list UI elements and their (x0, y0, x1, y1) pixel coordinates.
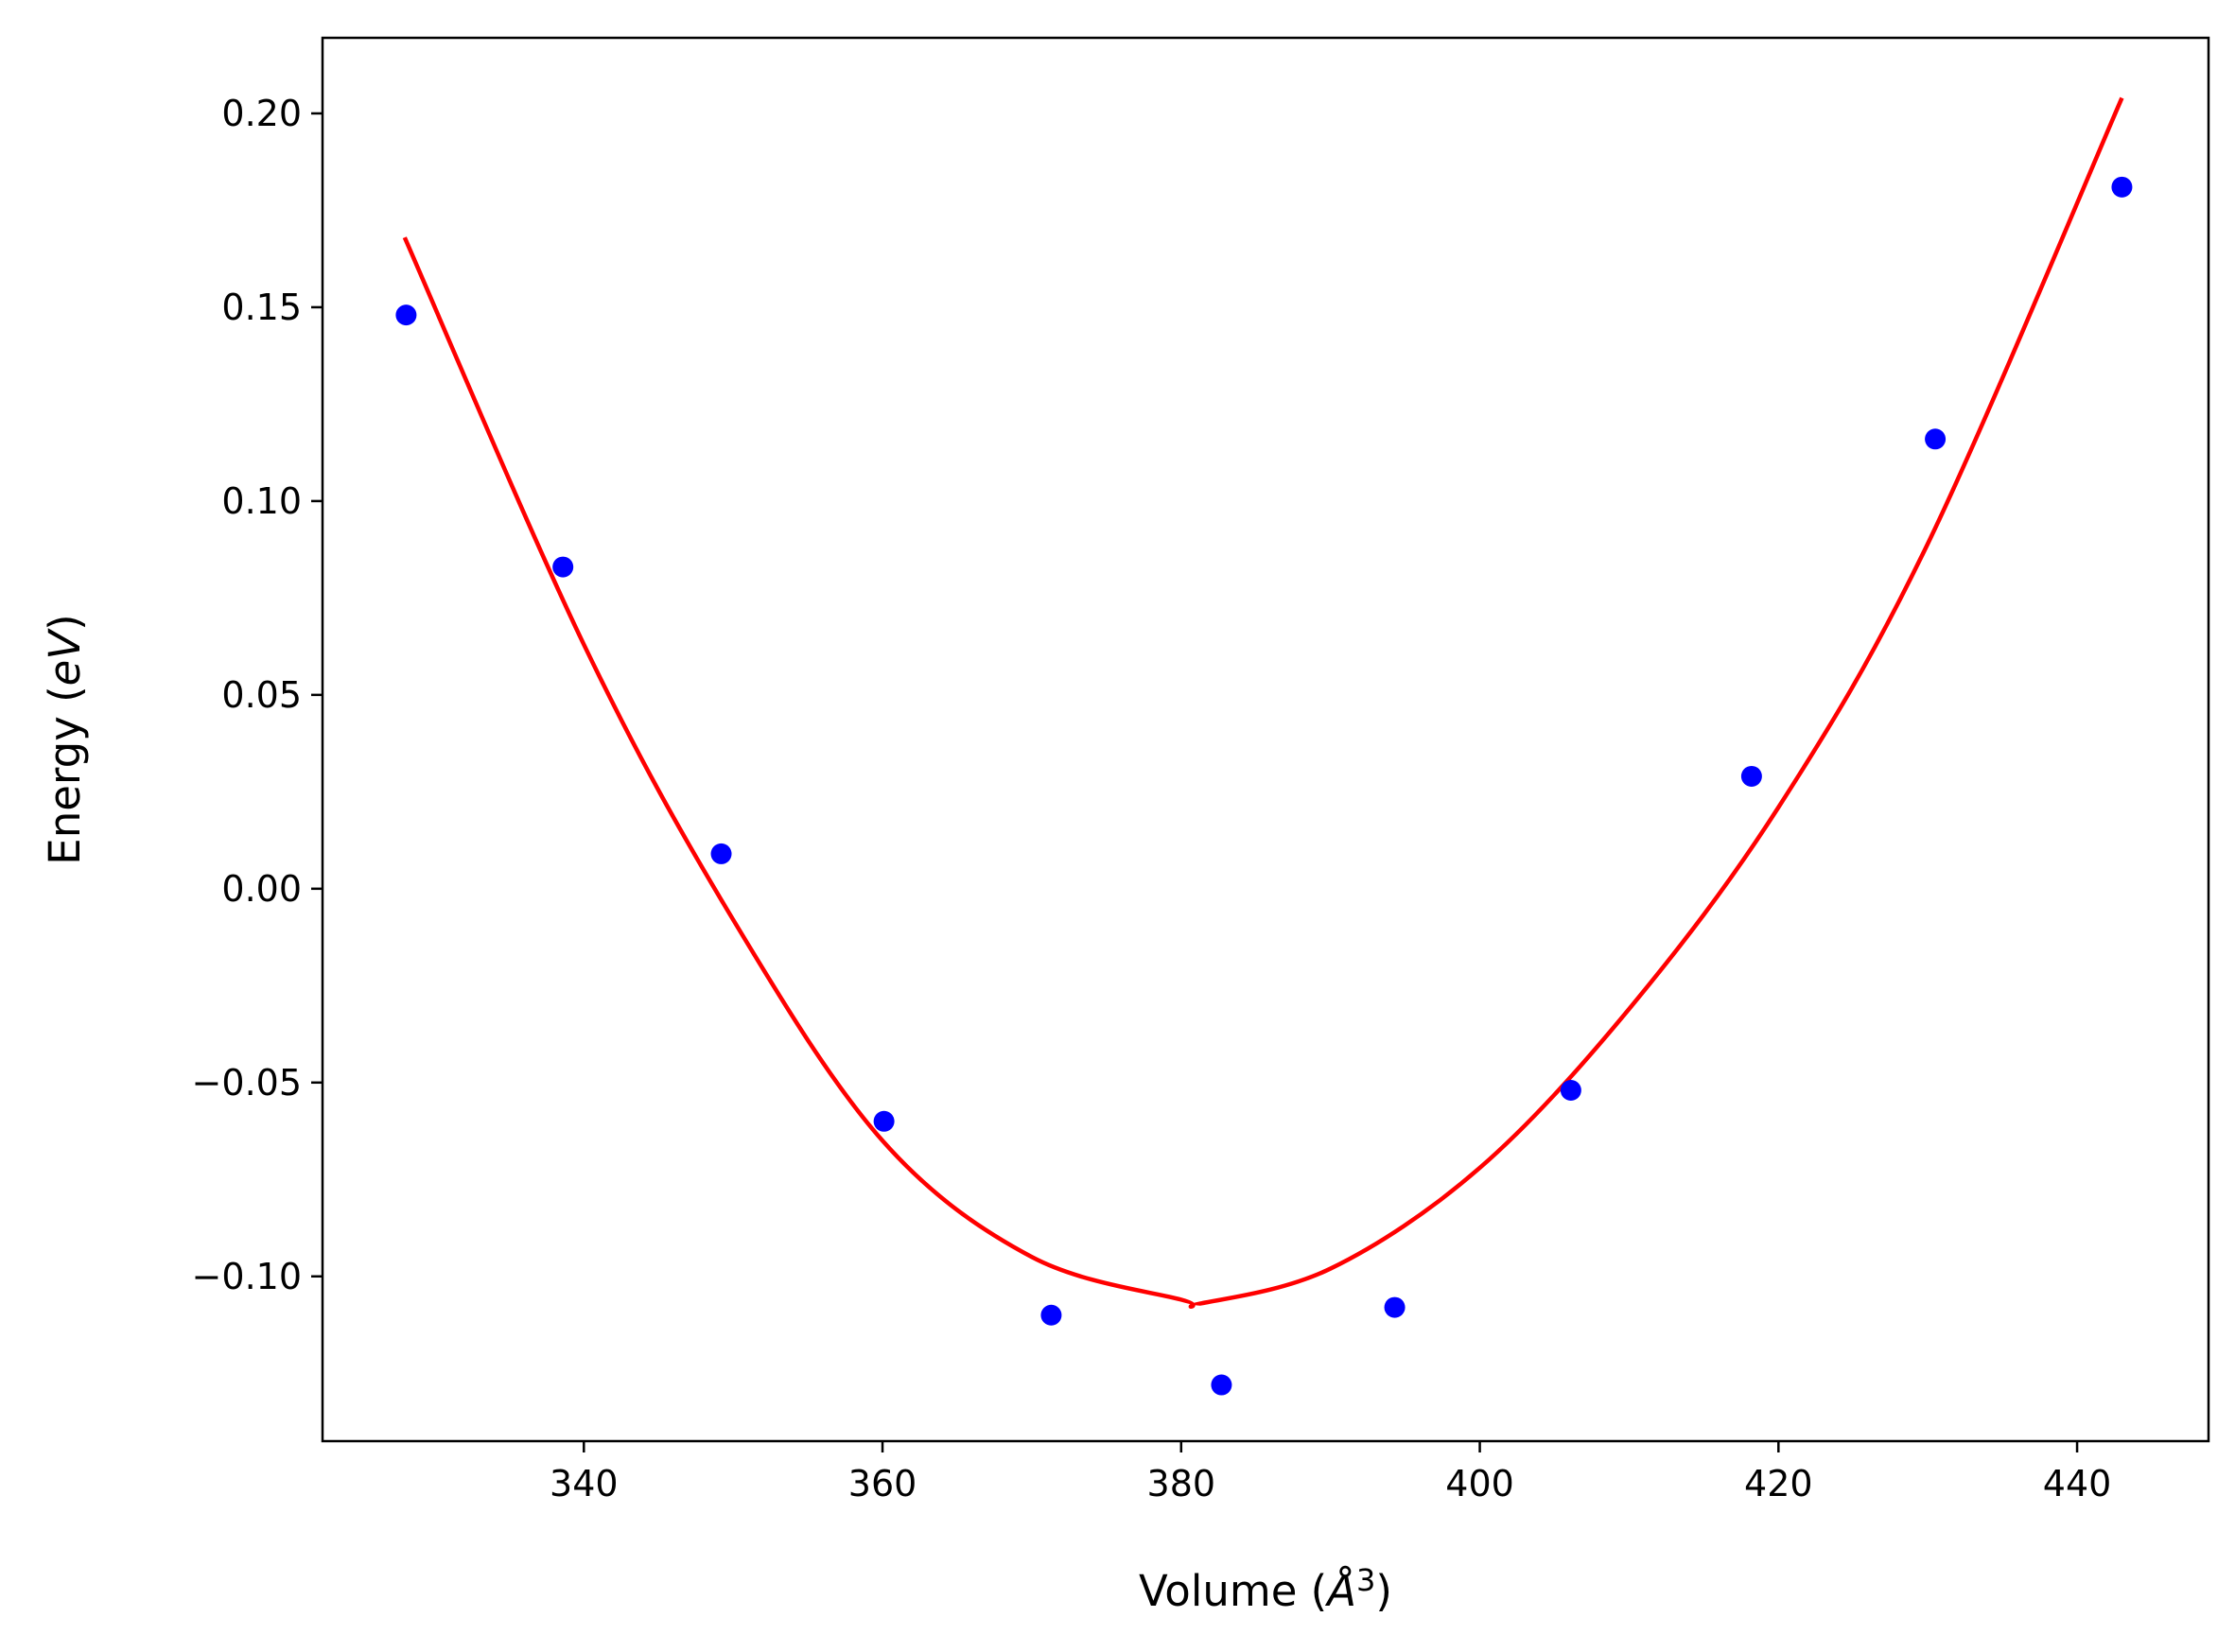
y-tick-label: 0.20 (221, 93, 302, 134)
y-tick-label: 0.00 (221, 868, 302, 910)
x-tick-label: 400 (1445, 1463, 1514, 1504)
x-tick-label: 440 (2043, 1463, 2112, 1504)
data-point (1040, 1304, 1062, 1326)
fit-curve (402, 96, 2124, 1310)
data-point (552, 556, 574, 578)
x-tick-label: 380 (1147, 1463, 1216, 1504)
x-axis-label: Volume (Å3) (1139, 1562, 1392, 1616)
x-axis-ticks: 340 360 380 400 420 440 (550, 1441, 2111, 1504)
data-point (1384, 1296, 1406, 1318)
data-point (395, 304, 417, 326)
x-tick-label: 420 (1744, 1463, 1813, 1504)
y-tick-label: −0.05 (192, 1062, 302, 1104)
data-point (1560, 1080, 1581, 1101)
data-point (1211, 1374, 1232, 1396)
data-point (2111, 176, 2133, 198)
y-axis-ticks: 0.20 0.15 0.10 0.05 0.00 −0.05 −0.10 (192, 93, 323, 1297)
y-tick-label: −0.10 (192, 1256, 302, 1297)
fit-line-layer (402, 96, 2124, 1310)
plot-frame (321, 36, 2210, 1443)
data-points-layer (395, 176, 2133, 1396)
y-axis-label: Energy (eV) (40, 614, 90, 864)
data-point (1925, 428, 1947, 450)
x-tick-label: 360 (848, 1463, 917, 1504)
y-tick-label: 0.05 (221, 674, 302, 716)
x-tick-label: 340 (550, 1463, 619, 1504)
y-tick-label: 0.10 (221, 480, 302, 522)
data-point (710, 843, 732, 864)
data-point (873, 1110, 895, 1132)
data-point (1740, 765, 1762, 787)
y-tick-label: 0.15 (221, 287, 302, 328)
